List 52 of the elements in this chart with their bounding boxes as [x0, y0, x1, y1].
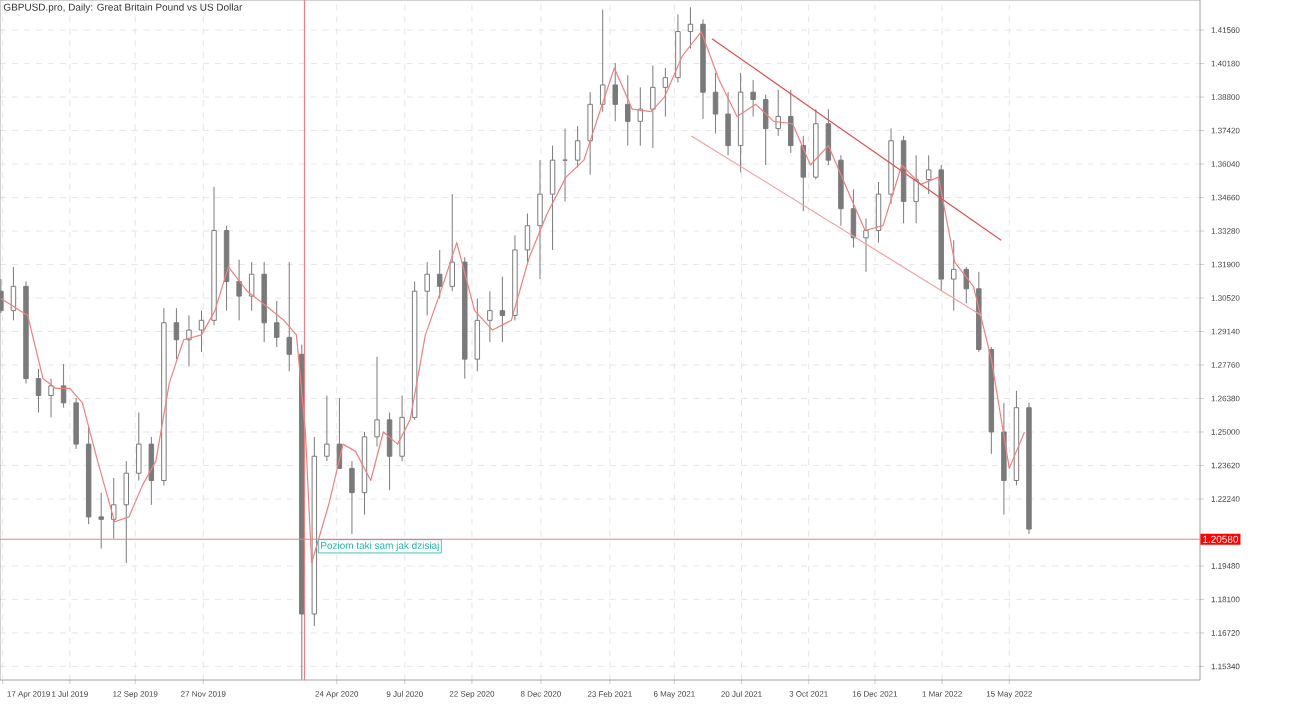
candlestick [424, 261, 430, 316]
candlestick [963, 266, 970, 304]
candlestick [374, 356, 380, 448]
candlestick [675, 14, 681, 83]
candlestick [599, 9, 606, 113]
candlestick [788, 89, 794, 154]
candlestick [637, 86, 644, 147]
candlestick [800, 135, 807, 212]
candlestick [762, 94, 769, 166]
candlestick [236, 259, 242, 321]
candlestick [650, 65, 656, 149]
candlestick [587, 91, 593, 176]
candlestick [913, 154, 919, 224]
candlestick [662, 67, 669, 117]
candlestick [324, 395, 330, 462]
candlestick [73, 397, 79, 450]
candlestick [712, 72, 719, 134]
candlestick [875, 181, 882, 244]
candlestick [173, 307, 180, 360]
candlestick [925, 154, 932, 195]
candlestick [123, 460, 130, 564]
candlestick [273, 300, 280, 348]
candlestick [574, 125, 581, 168]
candlestick [487, 290, 493, 343]
candlestick [136, 412, 142, 482]
candlestick [687, 6, 694, 50]
candlestick [399, 395, 405, 462]
candlestick [750, 79, 756, 117]
candlestick [98, 492, 104, 549]
candlestick [186, 314, 192, 367]
candlestick [48, 378, 54, 418]
candlestick [35, 368, 42, 414]
candlestick [537, 159, 543, 280]
candlestick [60, 363, 67, 409]
candlestick [148, 436, 155, 506]
candlestick [248, 261, 255, 312]
candlestick [524, 213, 531, 263]
candlestick [863, 217, 869, 273]
candlestick [349, 460, 355, 535]
candlestick [549, 145, 556, 251]
candlestick [725, 91, 731, 156]
candlestick [612, 62, 618, 122]
candlestick [474, 297, 481, 372]
candlestick [449, 193, 455, 292]
candlestick [951, 239, 957, 312]
candlestick [625, 74, 631, 147]
candlestick [436, 249, 443, 299]
candlestick [775, 89, 781, 137]
candlestick [198, 310, 205, 353]
candlestick [499, 276, 506, 343]
candlestick [825, 108, 832, 166]
candlestick [286, 261, 292, 372]
